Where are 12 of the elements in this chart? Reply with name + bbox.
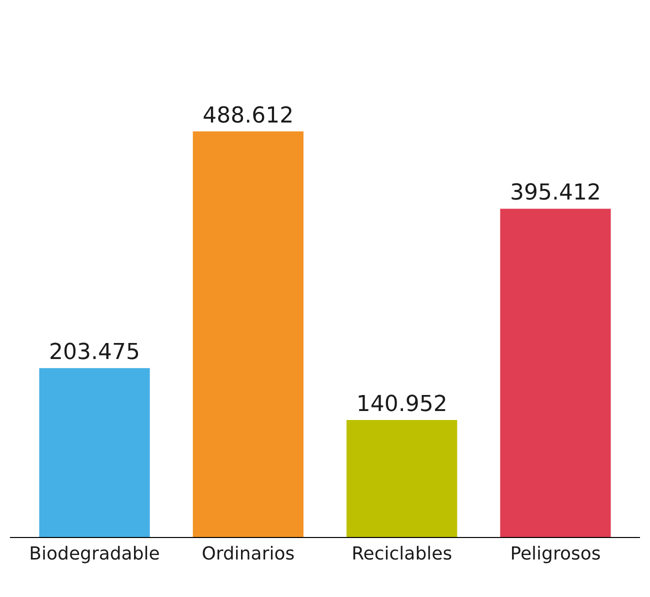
x-tick-label: Biodegradable (29, 544, 160, 565)
x-tick-label: Ordinarios (202, 544, 295, 565)
bar (346, 420, 458, 537)
data-label: 395.412 (510, 180, 601, 206)
data-label: 488.612 (202, 103, 294, 128)
bar (500, 208, 611, 537)
x-tick-label: Peligrosos (510, 544, 601, 565)
bar (39, 368, 150, 537)
bar (192, 131, 304, 537)
x-tick-label: Reciclables (352, 544, 452, 565)
data-label: 203.475 (49, 340, 140, 366)
data-label: 140.952 (356, 392, 448, 417)
